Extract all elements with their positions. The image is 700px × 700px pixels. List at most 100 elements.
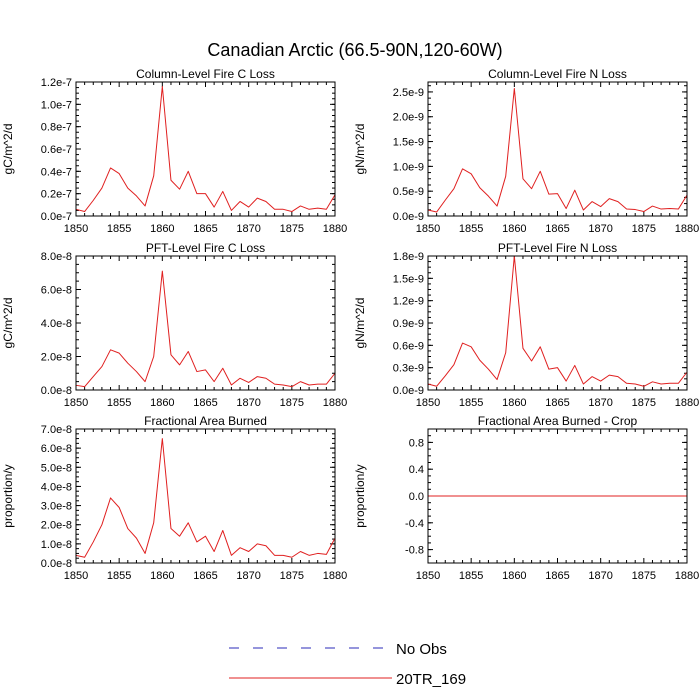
y-tick-label: 1.0e-7 xyxy=(41,99,72,111)
y-tick-label: 0.5e-9 xyxy=(393,186,424,198)
x-tick-label: 1875 xyxy=(632,223,656,235)
legend-item-1: No Obs xyxy=(229,641,447,658)
plot-frame xyxy=(75,81,336,217)
chart-panel-4: PFT-Level Fire N Loss gN/m^2/d 1850 1855 186… xyxy=(353,241,699,409)
series-line xyxy=(75,438,336,558)
y-axis-label: gN/m^2/d xyxy=(353,298,367,349)
y-tick-label: 0.0e-8 xyxy=(41,385,72,397)
plot-frame xyxy=(75,428,336,564)
chart-panel-3: PFT-Level Fire C Loss gC/m^2/d 1850 1855 186… xyxy=(1,241,347,409)
y-axis-label: gC/m^2/d xyxy=(1,298,15,349)
y-tick-label: 1.8e-9 xyxy=(393,251,424,263)
y-axis-label: gC/m^2/d xyxy=(1,124,15,175)
chart-panel-1: Column-Level Fire C Loss gC/m^2/d 1850 1855… xyxy=(1,67,347,235)
y-tick-label: 4.0e-8 xyxy=(41,318,72,330)
x-tick-label: 1865 xyxy=(545,223,569,235)
y-tick-label: 2.0e-9 xyxy=(393,112,424,124)
x-tick-label: 1865 xyxy=(545,570,569,582)
x-tick-label: 1855 xyxy=(459,570,483,582)
series-line xyxy=(75,85,336,213)
y-tick-label: 2.0e-8 xyxy=(41,352,72,364)
x-tick-label: 1850 xyxy=(416,223,440,235)
x-tick-label: 1850 xyxy=(64,223,88,235)
y-tick-label: -0.4 xyxy=(405,518,424,530)
x-tick-label: 1875 xyxy=(632,397,656,409)
y-tick-label: 0.4 xyxy=(409,464,424,476)
plot-frame xyxy=(75,255,336,391)
panel-title: Column-Level Fire N Loss xyxy=(488,67,627,81)
x-tick-label: 1870 xyxy=(588,223,612,235)
y-tick-label: 0.4e-7 xyxy=(41,166,72,178)
x-tick-label: 1880 xyxy=(675,570,699,582)
panel-title: PFT-Level Fire C Loss xyxy=(146,241,265,255)
chart-panel-6: Fractional Area Burned - Crop proportion/… xyxy=(353,414,699,582)
x-tick-label: 1865 xyxy=(193,397,217,409)
x-tick-label: 1855 xyxy=(107,397,131,409)
y-tick-label: 0.0e-9 xyxy=(393,211,424,223)
x-tick-label: 1860 xyxy=(502,397,526,409)
y-axis-label: proportion/y xyxy=(1,464,15,527)
y-tick-label: 1.0e-8 xyxy=(41,539,72,551)
x-tick-label: 1855 xyxy=(459,223,483,235)
x-tick-label: 1860 xyxy=(502,570,526,582)
series-line xyxy=(75,270,336,388)
y-tick-label: 0.0e-9 xyxy=(393,385,424,397)
x-tick-label: 1870 xyxy=(588,397,612,409)
chart-panels: Column-Level Fire C Loss gC/m^2/d 1850 1855… xyxy=(1,67,699,582)
x-tick-label: 1850 xyxy=(64,397,88,409)
x-tick-label: 1875 xyxy=(632,570,656,582)
x-tick-label: 1870 xyxy=(236,223,260,235)
x-tick-label: 1850 xyxy=(416,570,440,582)
x-tick-label: 1855 xyxy=(107,223,131,235)
panel-title: PFT-Level Fire N Loss xyxy=(498,241,617,255)
y-tick-label: -0.8 xyxy=(405,545,424,557)
y-tick-label: 0.6e-9 xyxy=(393,340,424,352)
chart-panel-5: Fractional Area Burned proportion/y 1850 18… xyxy=(1,414,347,582)
y-tick-label: 1.2e-9 xyxy=(393,296,424,308)
x-tick-label: 1880 xyxy=(323,570,347,582)
y-tick-label: 0.2e-7 xyxy=(41,189,72,201)
y-tick-label: 1.0e-9 xyxy=(393,161,424,173)
x-tick-label: 1880 xyxy=(675,223,699,235)
y-tick-label: 1.2e-7 xyxy=(41,77,72,89)
x-tick-label: 1860 xyxy=(150,570,174,582)
x-tick-label: 1865 xyxy=(193,223,217,235)
y-tick-label: 0.0 xyxy=(409,491,424,503)
y-tick-label: 0.3e-9 xyxy=(393,363,424,375)
plot-frame xyxy=(427,428,688,564)
x-tick-label: 1870 xyxy=(236,397,260,409)
x-tick-label: 1860 xyxy=(502,223,526,235)
series-line xyxy=(427,87,688,213)
legend: No Obs 20TR_169 xyxy=(229,641,466,688)
y-tick-label: 1.5e-9 xyxy=(393,273,424,285)
x-tick-label: 1880 xyxy=(323,397,347,409)
x-tick-label: 1875 xyxy=(280,570,304,582)
y-tick-label: 0.0e-8 xyxy=(41,558,72,570)
x-tick-label: 1860 xyxy=(150,397,174,409)
panel-title: Fractional Area Burned xyxy=(144,414,267,428)
y-tick-label: 3.0e-8 xyxy=(41,501,72,513)
figure-title: Canadian Arctic (66.5-90N,120-60W) xyxy=(207,40,502,60)
y-tick-label: 8.0e-8 xyxy=(41,251,72,263)
x-tick-label: 1880 xyxy=(323,223,347,235)
y-tick-label: 6.0e-8 xyxy=(41,285,72,297)
y-tick-label: 0.0e-7 xyxy=(41,211,72,223)
y-tick-label: 7.0e-8 xyxy=(41,424,72,436)
y-tick-label: 2.0e-8 xyxy=(41,520,72,532)
legend-label: 20TR_169 xyxy=(396,671,466,688)
chart-panel-2: Column-Level Fire N Loss gN/m^2/d 1850 1855… xyxy=(353,67,699,235)
y-tick-label: 4.0e-8 xyxy=(41,481,72,493)
y-tick-label: 0.8e-7 xyxy=(41,122,72,134)
series-line xyxy=(427,255,688,387)
panel-title: Fractional Area Burned - Crop xyxy=(478,414,638,428)
panel-title: Column-Level Fire C Loss xyxy=(136,67,275,81)
x-tick-label: 1850 xyxy=(416,397,440,409)
x-tick-label: 1860 xyxy=(150,223,174,235)
y-tick-label: 0.9e-9 xyxy=(393,318,424,330)
plot-frame xyxy=(427,81,688,217)
y-axis-label: gN/m^2/d xyxy=(353,124,367,175)
y-tick-label: 1.5e-9 xyxy=(393,137,424,149)
y-axis-label: proportion/y xyxy=(353,464,367,527)
legend-label: No Obs xyxy=(396,641,447,658)
